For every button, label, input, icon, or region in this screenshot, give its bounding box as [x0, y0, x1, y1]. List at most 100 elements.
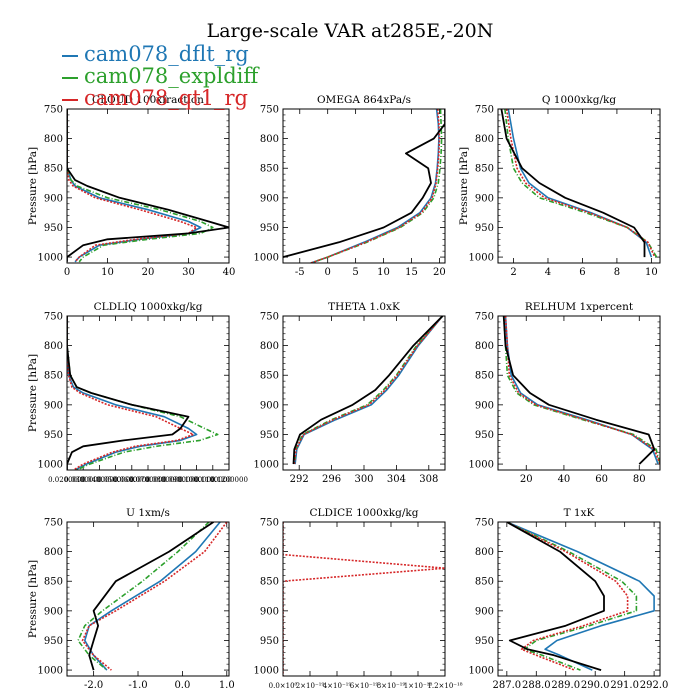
panel-1-line-cam078-qt1-rg: [310, 109, 441, 263]
panel-1-xtick-label: 20: [433, 267, 446, 278]
panel-1-line-cam078-expldiff: [310, 109, 443, 263]
panel-7-xtick-label: 0.0×10⁰: [269, 682, 298, 690]
legend-item-dflt: cam078_dflt_rg: [62, 44, 249, 65]
panel-6-ytick-label: 850: [44, 577, 63, 588]
panel-5-ytick-label: 850: [475, 371, 494, 382]
panel-6-frame: [66, 521, 230, 677]
panel-1-line-cam078-dflt-rg: [310, 109, 440, 263]
legend-item-expldiff: cam078_expldiff: [62, 66, 258, 87]
panel-1-ytick-label: 800: [260, 134, 279, 145]
panel-1-xtick-label: 0: [325, 267, 331, 278]
panel-2-frame: [497, 108, 661, 264]
panel-4-xtick-label: 296: [322, 474, 341, 485]
panel-2-ytick-label: 800: [475, 134, 494, 145]
panel-0-ylabel: Pressure [hPa]: [27, 147, 39, 225]
panel-0-title: CLOUD 100xfraction: [92, 94, 204, 106]
panel-0-ytick-label: 750: [44, 105, 63, 116]
panel-3-xtick-label: 0.0200000: [48, 476, 86, 484]
panel-5-ytick-label: 950: [475, 430, 494, 441]
panel-8-title: T 1xK: [564, 507, 595, 519]
panel-5-xtick-label: 80: [633, 474, 646, 485]
panel-8-ytick-label: 850: [475, 577, 494, 588]
panel-7-title: CLDICE 1000xkg/kg: [310, 507, 419, 519]
legend-swatch-expldiff: [62, 76, 78, 79]
panel-8-line-cam078-expldiff: [506, 522, 638, 671]
panel-4-ytick-label: 750: [260, 312, 279, 323]
panel-5-line-cam078-qt1-rg: [504, 316, 660, 465]
panel-7-xtick-label: 4×10⁻¹⁹: [323, 682, 352, 690]
panel-1-title: OMEGA 864xPa/s: [317, 94, 411, 106]
panel-0-ytick-label: 800: [44, 134, 63, 145]
panel-4-line-cam078-qt1-rg: [293, 316, 444, 465]
panel-6-ylabel: Pressure [hPa]: [27, 560, 39, 638]
legend-label-dflt: cam078_dflt_rg: [84, 42, 249, 66]
panel-4-line-cam078-dflt-rg: [294, 316, 444, 465]
legend-swatch-dflt: [62, 54, 78, 57]
panel-2-ylabel: Pressure [hPa]: [458, 147, 470, 225]
panel-2-xtick-label: 8: [614, 267, 620, 278]
panel-0-ytick-label: 950: [44, 223, 63, 234]
panel-6-line-obs: [88, 522, 214, 671]
panel-8-xtick-label: 292.0: [640, 680, 669, 691]
panel-3-ytick-label: 800: [44, 341, 63, 352]
panel-3-xtick-label: 0.1000000: [178, 476, 216, 484]
panel-3-xtick-label: 0.0700000: [129, 476, 167, 484]
panel-8-line-cam078-dflt-rg: [506, 522, 655, 671]
panel-3-line-cam078-qt1-rg: [67, 316, 195, 470]
panel-0-xtick-label: 10: [101, 267, 114, 278]
panel-4-ytick-label: 850: [260, 371, 279, 382]
panel-0-ytick-label: 900: [44, 193, 63, 204]
legend-item-qt1: cam078_qt1_rg: [62, 88, 248, 109]
panel-6-line-cam078-expldiff: [77, 522, 210, 671]
panel-3-xtick-label: 0.0900000: [161, 476, 199, 484]
figure-title: Large-scale VAR at285E,-20N: [206, 20, 494, 42]
panel-2-title: Q 1000xkg/kg: [542, 94, 617, 106]
panel-0-xtick-label: 20: [142, 267, 155, 278]
panel-6-xtick-label: 0.0: [174, 680, 190, 691]
panel-7-xtick-label: 2×10⁻¹⁹: [296, 682, 325, 690]
panel-0-xtick-label: 40: [223, 267, 236, 278]
panel-8-ytick-label: 900: [475, 606, 494, 617]
panel-1-frame: [282, 108, 446, 264]
panel-5-frame: [497, 315, 661, 471]
panel-4-ytick-label: 900: [260, 400, 279, 411]
panel-5-ytick-label: 750: [475, 312, 494, 323]
panel-4-xtick-label: 308: [419, 474, 438, 485]
panel-5-ytick-label: 1000: [469, 460, 494, 471]
panel-0-ytick-label: 1000: [38, 253, 63, 264]
panel-5-line-obs: [502, 316, 656, 465]
panel-8-frame: [497, 521, 661, 677]
panel-4-xtick-label: 300: [354, 474, 373, 485]
panel-1-ytick-label: 950: [260, 223, 279, 234]
panel-6-line-cam078-dflt-rg: [84, 522, 221, 671]
panel-2-ytick-label: 850: [475, 164, 494, 175]
panel-1-ytick-label: 750: [260, 105, 279, 116]
panel-8-xtick-label: 289.0: [551, 680, 580, 691]
legend-label-expldiff: cam078_expldiff: [84, 64, 259, 88]
panel-3-ytick-label: 900: [44, 400, 63, 411]
panel-3-xtick-label: 0.0600000: [113, 476, 151, 484]
panel-7-ytick-label: 850: [260, 577, 279, 588]
panel-3-ytick-label: 950: [44, 430, 63, 441]
panel-3-xtick-label: 0.0800000: [145, 476, 183, 484]
panel-4-line-obs: [292, 316, 444, 465]
panel-3-title: CLDLIQ 1000xkg/kg: [94, 301, 203, 313]
panel-6-xtick-label: 1.0: [219, 680, 235, 691]
panel-6-ytick-label: 800: [44, 547, 63, 558]
panel-1-xtick-label: -5: [295, 267, 305, 278]
panel-3-line-obs: [67, 316, 190, 470]
panel-0-xtick-label: 0: [64, 267, 70, 278]
panel-5-title: RELHUM 1xpercent: [525, 301, 634, 313]
panel-8-xtick-label: 290.0: [581, 680, 610, 691]
panel-2-xtick-label: 6: [579, 267, 585, 278]
panel-3-frame: [66, 315, 230, 471]
panel-8-ytick-label: 750: [475, 518, 494, 529]
panel-1-line-obs: [283, 109, 445, 259]
panel-4-ytick-label: 950: [260, 430, 279, 441]
panel-5-line-cam078-expldiff: [502, 316, 660, 465]
panel-1-xtick-label: 15: [405, 267, 418, 278]
panel-8-xtick-label: 287.0: [493, 680, 522, 691]
panel-5-xtick-label: 20: [520, 474, 533, 485]
panel-8-ytick-label: 1000: [469, 666, 494, 677]
